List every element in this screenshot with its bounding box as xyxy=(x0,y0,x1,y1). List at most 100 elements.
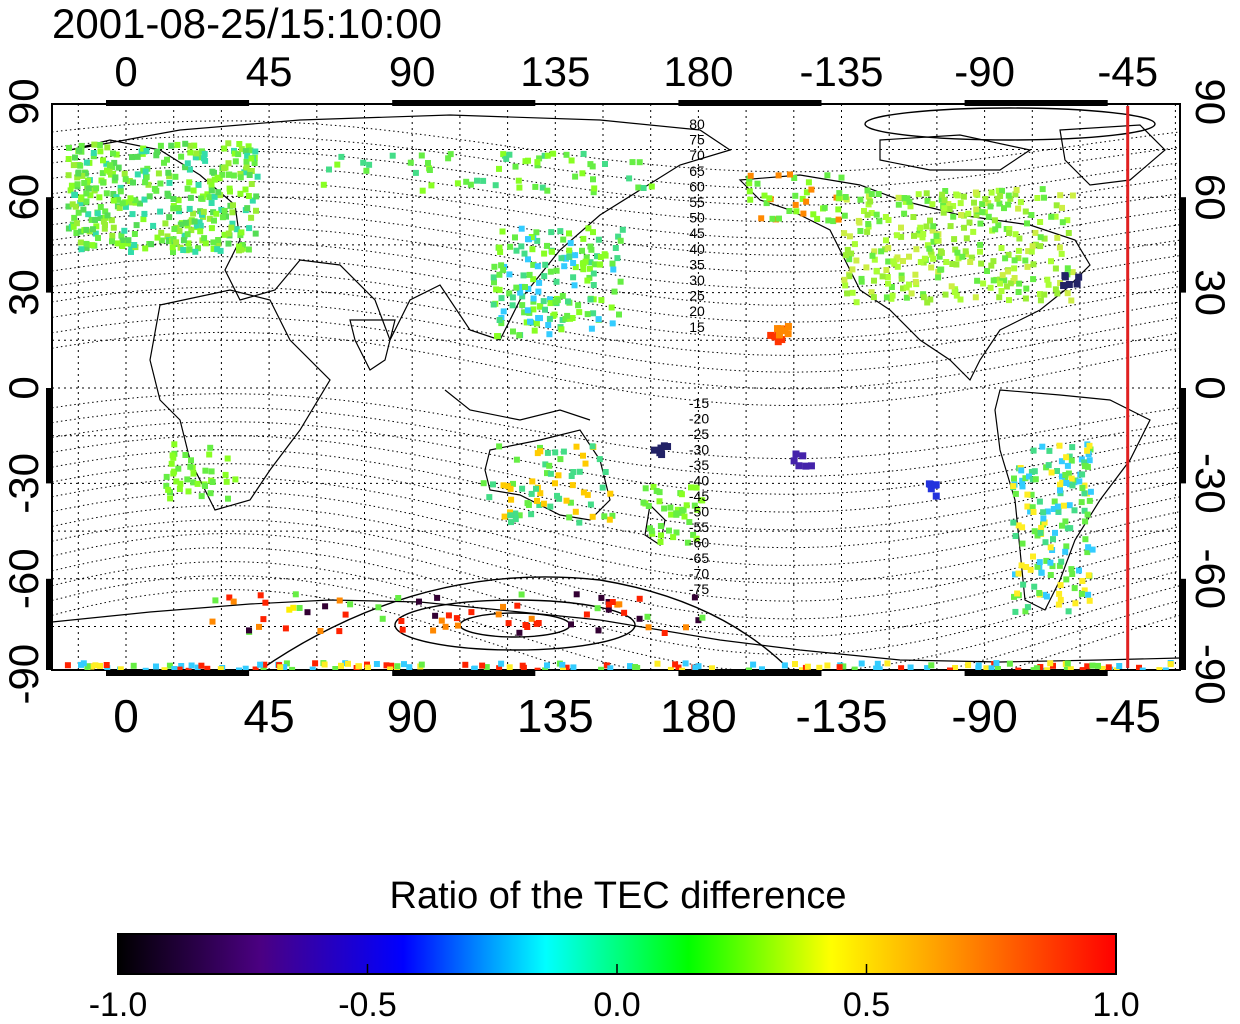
tec-pixel xyxy=(908,290,915,297)
tec-pixel xyxy=(1065,230,1072,236)
tec-pixel xyxy=(252,148,259,155)
tec-pixel xyxy=(244,205,251,212)
north-contour-label: 80 xyxy=(689,116,705,132)
tec-pixel xyxy=(895,201,902,208)
tec-pixel xyxy=(893,256,900,263)
tec-pixel xyxy=(215,240,222,247)
tec-pixel xyxy=(1025,248,1032,255)
tec-pixel xyxy=(1019,524,1026,531)
tec-pixel xyxy=(640,185,647,191)
tec-pixel xyxy=(223,478,230,485)
tec-pixel xyxy=(193,150,200,157)
tec-pixel xyxy=(792,192,799,199)
tec-pixel xyxy=(846,256,853,263)
tec-pixel xyxy=(178,663,185,669)
tec-pixel xyxy=(521,309,528,316)
tec-pixel xyxy=(1012,533,1019,539)
tec-pixel xyxy=(935,274,942,281)
tec-pixel xyxy=(856,219,863,226)
tec-pixel xyxy=(1052,265,1059,272)
tec-hotspot-pixel xyxy=(784,330,792,338)
tec-pixel xyxy=(208,182,215,189)
tec-pixel xyxy=(225,230,232,237)
tec-pixel xyxy=(206,451,213,458)
tec-pixel xyxy=(627,663,633,670)
tec-pixel xyxy=(759,666,765,670)
tec-pixel xyxy=(166,179,173,186)
tec-pixel xyxy=(576,309,583,316)
tec-pixel xyxy=(959,253,966,260)
tec-pixel xyxy=(536,155,543,162)
tec-pixel xyxy=(1082,536,1089,543)
tec-pixel xyxy=(516,512,523,519)
tec-pixel xyxy=(558,326,565,333)
tec-pixel xyxy=(1065,470,1072,477)
tec-pixel xyxy=(1047,572,1054,578)
tec-pixel xyxy=(596,456,603,463)
tec-pixel xyxy=(559,661,566,668)
tec-pixel xyxy=(1056,442,1063,449)
tec-pixel xyxy=(842,252,849,259)
north-pole-oval xyxy=(864,107,1156,141)
tec-pixel xyxy=(225,140,232,147)
tec-pixel xyxy=(849,289,856,296)
tec-pixel xyxy=(188,662,195,669)
tec-pixel xyxy=(366,161,373,168)
tec-pixel xyxy=(490,301,497,308)
tec-pixel xyxy=(525,256,531,263)
contour-line-south xyxy=(52,575,1180,670)
left-latitude-labels: 90 60 30 0 -30 -60 -90 xyxy=(0,78,47,704)
tec-pixel xyxy=(87,192,94,199)
tec-pixel xyxy=(787,171,793,178)
contour-line-south xyxy=(52,449,1180,531)
tec-pixel xyxy=(747,172,754,179)
tec-pixel xyxy=(127,195,134,202)
tec-pixel xyxy=(547,503,554,510)
tec-pixel xyxy=(841,230,848,237)
tec-pixel xyxy=(605,601,612,608)
tec-pixel xyxy=(541,152,548,159)
tec-pixel xyxy=(672,661,679,668)
tec-pixel xyxy=(1047,660,1054,667)
tec-pixel xyxy=(548,248,555,255)
tec-pixel xyxy=(912,279,919,285)
tec-pixel xyxy=(942,291,949,298)
tec-pixel xyxy=(418,152,425,159)
tec-pixel xyxy=(919,234,926,241)
tec-pixel xyxy=(175,465,182,472)
tec-pixel xyxy=(814,215,821,222)
tec-pixel xyxy=(1044,276,1051,283)
tec-pixel xyxy=(153,152,160,159)
tec-pixel xyxy=(495,611,502,618)
tec-pixel xyxy=(66,144,72,151)
tec-pixel xyxy=(535,315,542,321)
north-contour-label: 60 xyxy=(689,178,705,194)
tec-pixel xyxy=(542,261,549,268)
tec-pixel xyxy=(1060,502,1067,509)
tec-pixel xyxy=(951,289,958,295)
tec-pixel xyxy=(186,205,193,212)
tec-pixel xyxy=(345,660,351,667)
tec-pixel xyxy=(602,161,608,167)
tec-pixel xyxy=(1072,477,1079,484)
tec-pixel xyxy=(830,218,837,225)
tec-pixel xyxy=(419,187,426,194)
right-latitude-labels: 90 60 30 0 -30 -60 -90 xyxy=(1187,78,1234,704)
tec-pixel xyxy=(1071,507,1078,514)
tec-hotspot-pixel xyxy=(799,452,807,460)
tec-pixel xyxy=(108,217,115,224)
tec-pixel xyxy=(253,193,260,200)
tec-pixel xyxy=(1032,229,1039,236)
south-contour-label: -50 xyxy=(689,504,709,520)
tec-pixel xyxy=(938,249,945,256)
tec-pixel xyxy=(499,228,506,235)
tec-pixel xyxy=(260,665,267,670)
tec-pixel xyxy=(1022,295,1029,302)
tec-pixel xyxy=(1057,192,1064,199)
tec-pixel xyxy=(534,667,541,670)
tec-pixel xyxy=(1047,544,1054,551)
tec-pixel xyxy=(480,480,487,487)
tec-pixel xyxy=(1048,258,1054,265)
tec-pixel xyxy=(1079,578,1086,584)
